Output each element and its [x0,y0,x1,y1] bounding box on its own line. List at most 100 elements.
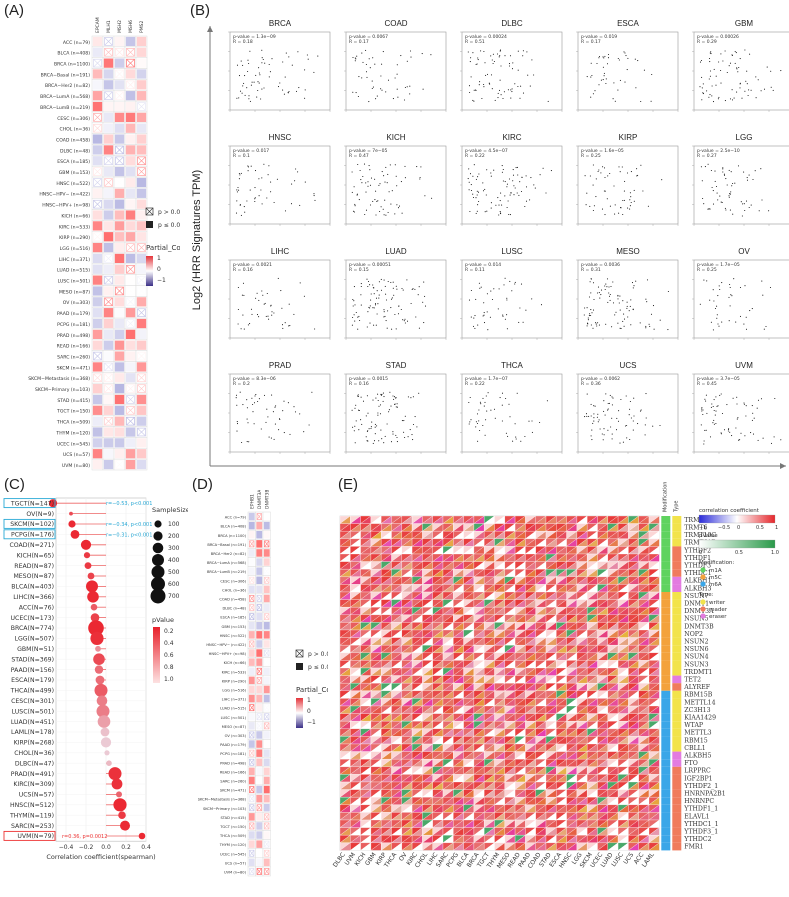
scatter-point [752,412,754,414]
lollipop-dot [113,798,127,812]
scatter-point [284,322,286,324]
scatter-point [299,204,301,206]
gene-column-label: MSH2 [117,20,123,33]
scatter-point [236,421,238,423]
scatter-point [519,181,521,183]
scatter-point [375,214,377,216]
scatter-point [604,288,606,291]
scatter-point [745,316,747,318]
scatter-point [768,210,770,212]
scatter-point [395,397,397,399]
scatter-point [644,424,646,426]
heatmap-value-cell [125,199,136,209]
scatter-point [528,420,530,422]
heatmap-value-cell [263,776,270,785]
scatter-point [597,322,599,324]
scatter-point [647,205,649,207]
scatter-point [404,177,406,179]
scatter-point [708,78,710,80]
lollipop-dot [68,520,76,528]
scatter-point [392,433,394,435]
scatter-point [369,307,371,309]
scatter-point [249,100,251,102]
ns-marker [115,69,124,79]
scatter-point [390,405,392,407]
scatter-point [314,328,316,330]
scatter-point [369,169,371,171]
scatter-point [726,184,728,186]
scatter-pvalue: p-value = 1.7e−07 [465,376,508,382]
scatter-point [254,197,256,199]
scatter-point [254,200,256,203]
scatter-point [607,409,609,411]
scatter-point [714,170,716,172]
heatmap-value-cell [114,101,125,112]
lollipop-dot [93,653,105,665]
scatter-point [743,402,745,404]
scatter-point [235,394,238,396]
scatter-point [626,69,628,71]
cancer-row-label: PRAD (n=498) [220,761,246,765]
scatter-point [277,277,279,279]
scatter-point [619,171,621,173]
scatter-point [366,278,368,280]
scatter-rvalue: R = 0.36 [581,381,601,387]
heatmap-value-cell [136,438,147,448]
scatter-point [499,50,501,52]
heatmap-value-cell [125,101,136,112]
scatter-point [633,397,635,399]
scatter-point [630,417,632,419]
scatter-point [751,405,753,407]
scatter-point [512,440,514,442]
scatter-point [374,63,376,65]
ns-cross [104,156,113,165]
scatter-point [467,51,469,53]
scatter-point [648,323,650,325]
scatter-point [360,179,362,181]
scatter-point [385,166,387,168]
heatmap-value-cell [103,232,114,242]
cancer-row-label: SKCM−Metastasis (n=368) [28,376,90,382]
scatter-point [716,192,718,194]
ns-marker [126,416,135,426]
scatter-point [589,313,591,315]
heatmap-value-cell [114,340,125,350]
scatter-point [375,297,378,299]
row-label: CESC(N=301) [11,698,54,705]
scatter-point [629,192,631,194]
scatter-point [473,164,475,166]
scatter-point [476,413,479,415]
scatter-point [608,402,610,404]
scatter-point [493,169,495,171]
heatmap-value-cell [92,210,103,220]
scatter-point [712,405,714,408]
scatter-point [590,292,592,294]
ns-cross [104,297,113,306]
lollipop-dot [96,695,108,707]
scatter-point [274,406,276,408]
scatter-frame [229,259,331,339]
scatter-point [493,60,495,63]
scatter-point [705,394,707,396]
scatter-title: PRAD [269,361,291,370]
ns-marker [137,384,146,393]
scatter-point [374,433,376,435]
scatter-point [600,79,602,81]
scatter-point [263,163,265,165]
heatmap-value-cell [263,521,270,530]
ns-cross [264,813,270,821]
scatter-point [274,423,276,425]
scatter-point [745,200,748,202]
scatter-points [467,164,552,216]
scatter-point [478,409,480,411]
ns-marker [137,373,146,383]
scatter-point [514,283,516,285]
ns-marker [256,722,262,730]
scatter-point [645,327,647,329]
scatter-point [394,77,396,79]
scatter-point [490,172,492,174]
scatter-point [356,395,359,397]
scatter-point [709,61,711,63]
scatter-point [723,174,726,176]
scatter-point [378,405,380,407]
